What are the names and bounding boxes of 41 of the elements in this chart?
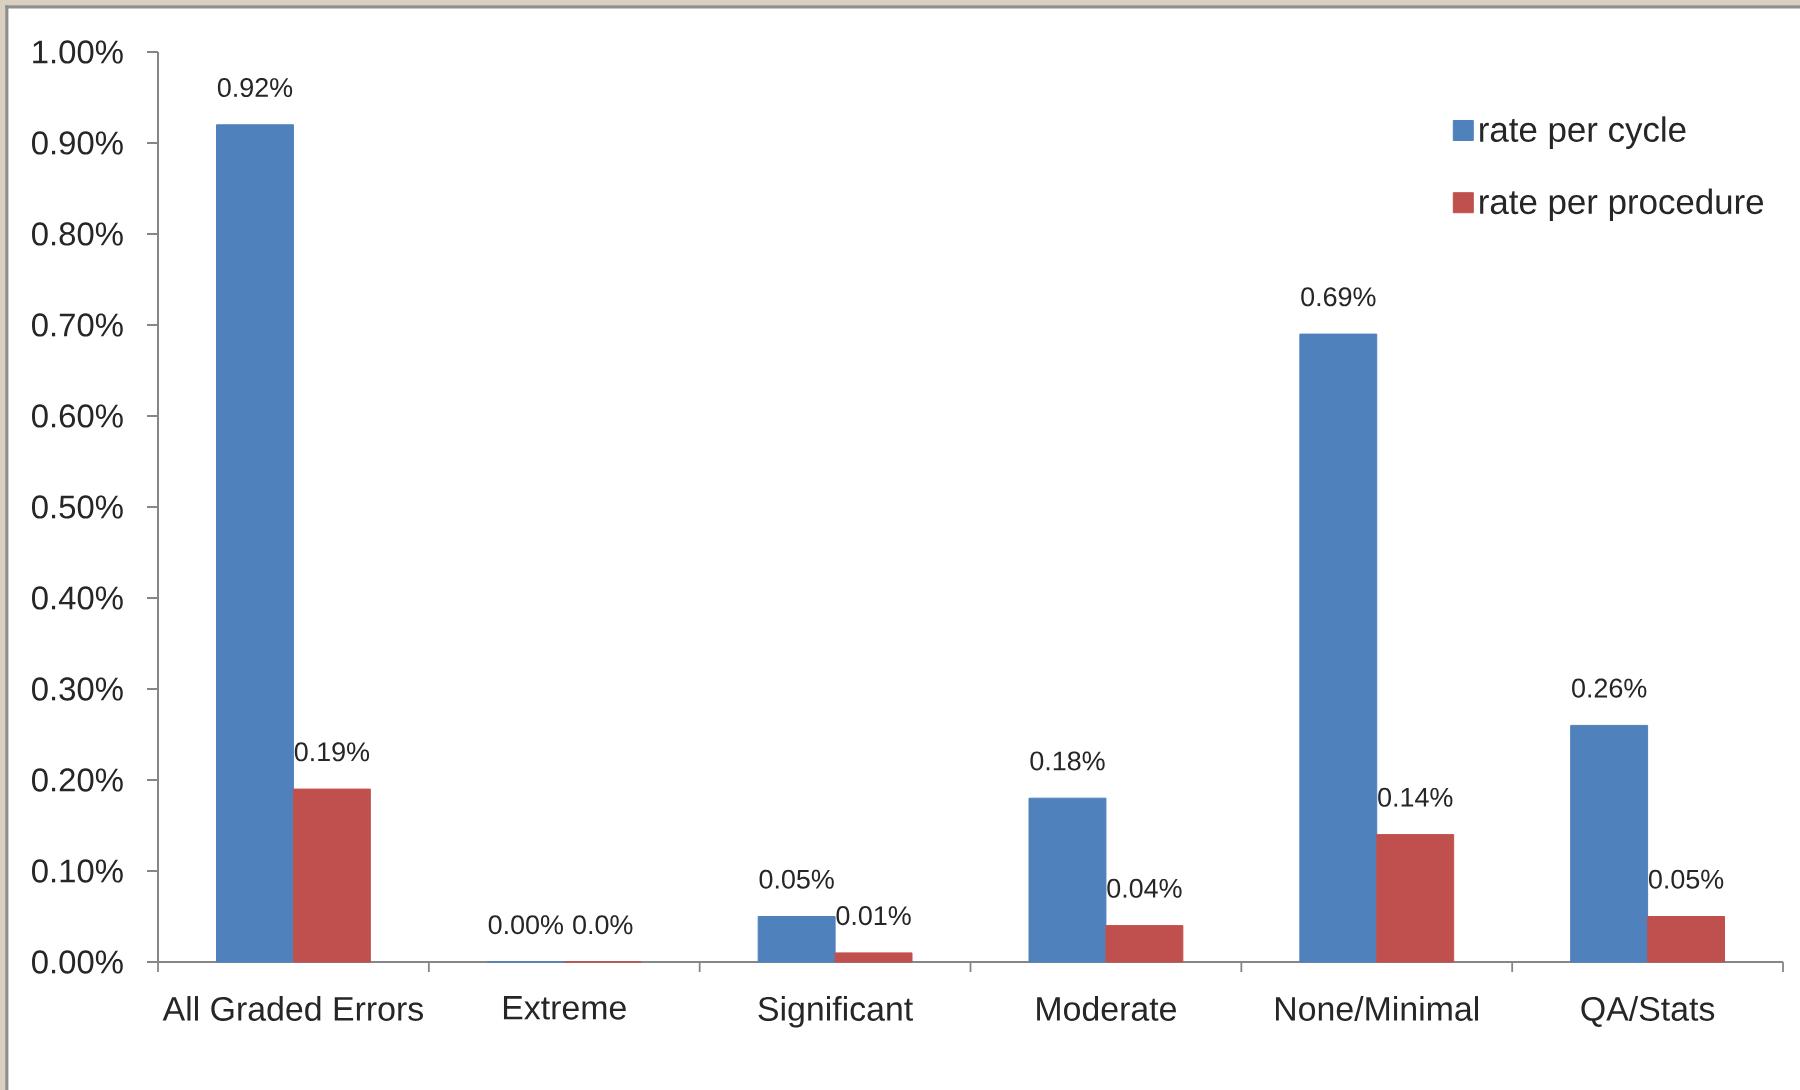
- y-tick-label: 1.00%: [33, 40, 123, 64]
- y-tick-label: 0.10%: [32, 859, 123, 883]
- legend-label: rate per cycle: [1480, 116, 1686, 149]
- data-label: 0.05%: [1648, 869, 1724, 889]
- data-label: 0.01%: [836, 906, 911, 926]
- bar: [1376, 834, 1455, 963]
- y-tick-label: 0.20%: [32, 768, 123, 792]
- x-tick-label: Moderate: [1037, 996, 1176, 1021]
- bar: [1105, 925, 1184, 963]
- data-label: 0.14%: [1378, 787, 1453, 807]
- data-label: 0.04%: [1107, 878, 1182, 898]
- bar: [216, 124, 294, 963]
- bar: [757, 916, 836, 963]
- bar: [292, 788, 371, 963]
- data-label: 0.92%: [217, 78, 293, 98]
- bar: [834, 952, 913, 963]
- x-tick-label: Extreme: [503, 996, 626, 1020]
- y-tick-label: 0.00%: [32, 950, 123, 974]
- y-tick-label: 0.40%: [32, 586, 123, 610]
- x-tick-label: Significant: [758, 996, 913, 1028]
- y-tick-label: 0.70%: [32, 313, 123, 337]
- data-label: 0.26%: [1572, 678, 1647, 698]
- y-tick-label: 0.30%: [32, 677, 123, 701]
- data-label: 0.0%: [573, 915, 633, 935]
- data-label: 0.19%: [294, 742, 370, 762]
- data-label: 0.69%: [1301, 287, 1376, 307]
- y-tick-label: 0.80%: [32, 222, 123, 246]
- x-tick-label: All Graded Errors: [162, 996, 423, 1021]
- data-label: 0.18%: [1030, 751, 1105, 771]
- bar: [1028, 797, 1107, 963]
- bar: [1647, 916, 1726, 963]
- x-tick-label: QA/Stats: [1581, 996, 1715, 1027]
- y-tick-label: 0.60%: [32, 404, 123, 428]
- bar: [1299, 333, 1378, 963]
- bar: [1570, 724, 1649, 963]
- data-label: 0.00%: [488, 915, 563, 935]
- y-tick-label: 0.90%: [32, 131, 123, 155]
- data-label: 0.05%: [759, 869, 834, 889]
- y-tick-label: 0.50%: [32, 495, 123, 519]
- x-tick-label: None/Minimal: [1276, 996, 1478, 1021]
- legend-label: rate per procedure: [1480, 188, 1764, 222]
